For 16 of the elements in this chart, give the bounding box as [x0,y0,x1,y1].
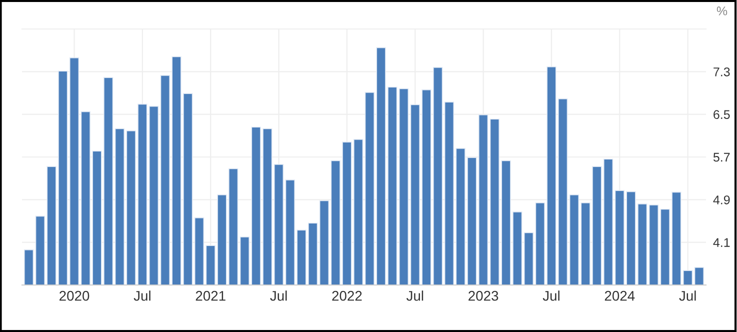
x-tick-label: 2022 [332,290,362,301]
x-tick-label: 2021 [196,290,226,301]
x-tick-label: 2020 [60,290,90,301]
y-axis-title: % [716,6,728,16]
x-tick-label: Jul [679,290,696,301]
x-tick-label: 2023 [468,290,498,301]
y-tick-label: 4.9 [713,195,730,204]
y-tick-label: 5.7 [713,152,730,162]
x-tick-label: Jul [270,290,287,301]
y-tick-label: 6.5 [714,110,730,119]
x-tick-label: Jul [406,290,424,301]
x-tick-label: Jul [134,290,150,301]
y-tick-label: 7.3 [714,67,730,76]
x-tick-label: Jul [542,290,560,301]
x-tick-label: 2024 [604,290,635,301]
y-tick-label: 4.1 [713,238,730,247]
